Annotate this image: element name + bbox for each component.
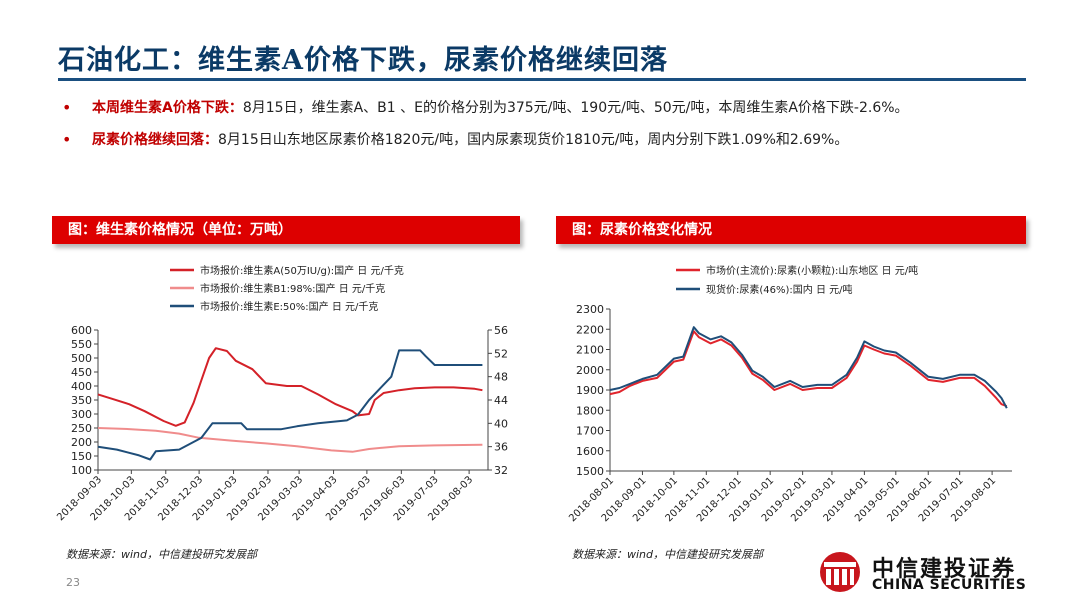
bullet-text: 8月15日，维生素A、B1 、E的价格分别为375元/吨、190元/吨、50元/…	[242, 100, 909, 116]
y-tick-label: 1700	[576, 425, 604, 438]
y-right-tick-label: 40	[494, 417, 508, 430]
bullet-item: • 本周维生素A价格下跌：8月15日，维生素A、B1 、E的价格分别为375元/…	[62, 92, 1012, 124]
y-tick-label: 300	[71, 408, 92, 421]
y-tick-label: 550	[71, 338, 92, 351]
series-line-1	[609, 330, 1008, 408]
china-securities-logo-icon	[820, 552, 860, 592]
bullet-dot-icon: •	[62, 98, 72, 117]
y-tick-label: 200	[71, 436, 92, 449]
series-line-3	[97, 349, 483, 461]
y-tick-label: 2100	[576, 344, 604, 357]
legend-label: 市场价(主流价):尿素(小颗粒):山东地区 日 元/吨	[706, 264, 918, 277]
page-number: 23	[66, 576, 80, 589]
y-tick-label: 150	[71, 450, 92, 463]
logo-text-cn: 中信建投证券	[872, 557, 1017, 582]
y-tick-label: 2200	[576, 323, 604, 336]
source-note-left: 数据来源：wind，中信建投研究发展部	[66, 548, 258, 561]
chart-banner-left: 图：维生素价格情况（单位：万吨）	[52, 216, 520, 244]
bullet-text: 8月15日山东地区尿素价格1820元/吨，国内尿素现货价1810元/吨，周内分别…	[218, 132, 849, 148]
y-tick-label: 450	[71, 366, 92, 379]
page-title: 石油化工：维生素A价格下跌，尿素价格继续回落	[58, 45, 668, 76]
y-right-tick-label: 56	[494, 324, 508, 337]
y-tick-label: 2300	[576, 303, 604, 316]
y-right-tick-label: 48	[494, 371, 508, 384]
y-tick-label: 1800	[576, 404, 604, 417]
series-line-2	[97, 427, 483, 453]
legend-label: 现货价:尿素(46%):国内 日 元/吨	[706, 283, 853, 296]
source-note-right: 数据来源：wind，中信建投研究发展部	[572, 548, 764, 561]
legend-label: 市场报价:维生素A(50万IU/g):国产 日 元/千克	[200, 264, 404, 277]
y-right-tick-label: 36	[494, 441, 508, 454]
bullet-item: • 尿素价格继续回落：8月15日山东地区尿素价格1820元/吨，国内尿素现货价1…	[62, 124, 1012, 156]
y-tick-label: 350	[71, 394, 92, 407]
legend-label: 市场报价:维生素E:50%:国产 日 元/千克	[200, 300, 378, 313]
urea-price-chart: 1500160017001800190020002100220023002018…	[567, 264, 1012, 524]
title-underline	[58, 78, 1026, 81]
logo-text-en: CHINA SECURITIES	[872, 577, 1027, 593]
bullet-highlight: 本周维生素A价格下跌：	[92, 100, 243, 116]
y-tick-label: 500	[71, 352, 92, 365]
y-tick-label: 2000	[576, 364, 604, 377]
y-tick-label: 400	[71, 380, 92, 393]
y-tick-label: 600	[71, 324, 92, 337]
bullet-highlight: 尿素价格继续回落：	[92, 132, 218, 148]
y-tick-label: 1500	[576, 465, 604, 478]
y-right-tick-label: 44	[494, 394, 508, 407]
y-right-tick-label: 52	[494, 347, 508, 360]
series-line-2	[609, 326, 1008, 409]
bullet-dot-icon: •	[62, 130, 72, 149]
series-line-1	[97, 347, 483, 427]
y-tick-label: 1600	[576, 445, 604, 458]
y-tick-label: 100	[71, 464, 92, 477]
legend-label: 市场报价:维生素B1:98%:国产 日 元/千克	[200, 282, 385, 295]
y-tick-label: 250	[71, 422, 92, 435]
y-tick-label: 1900	[576, 384, 604, 397]
y-right-tick-label: 32	[494, 464, 508, 477]
bullet-list: • 本周维生素A价格下跌：8月15日，维生素A、B1 、E的价格分别为375元/…	[62, 92, 1012, 156]
chart-banner-right: 图：尿素价格变化情况	[556, 216, 1026, 244]
